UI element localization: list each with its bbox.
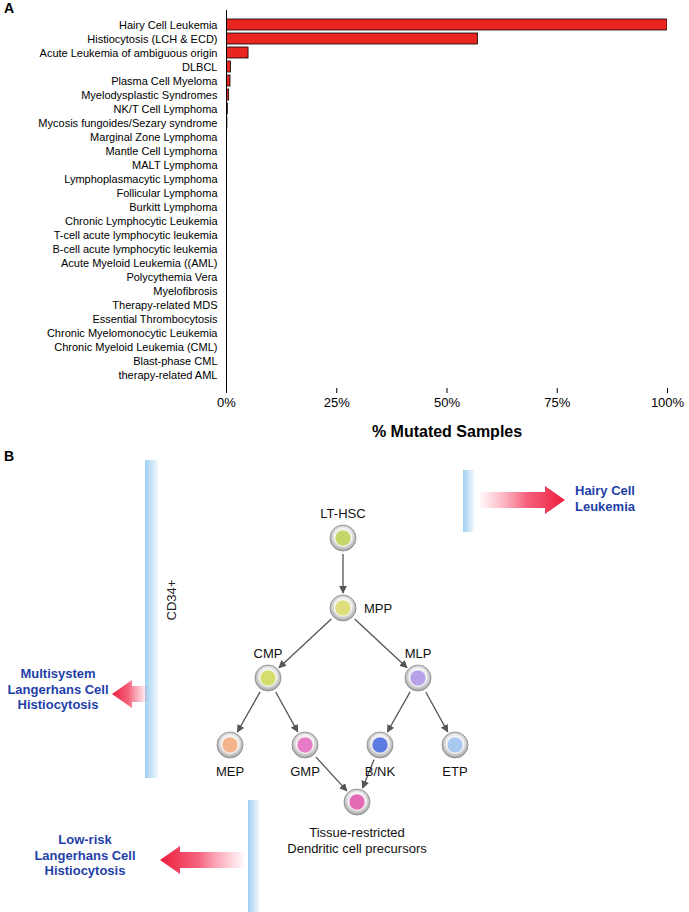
- svg-text:Mantle Cell Lymphoma: Mantle Cell Lymphoma: [105, 145, 218, 157]
- svg-text:MultisystemLangerhans CellHist: MultisystemLangerhans CellHistiocytosis: [7, 666, 108, 712]
- svg-text:MLP: MLP: [405, 646, 432, 661]
- svg-text:75%: 75%: [544, 395, 570, 410]
- svg-text:MPP: MPP: [364, 601, 392, 616]
- svg-text:Chronic Lymphocytic Leukemia: Chronic Lymphocytic Leukemia: [65, 215, 218, 227]
- svg-text:therapy-related AML: therapy-related AML: [118, 369, 217, 381]
- svg-text:T-cell acute lymphocytic leuke: T-cell acute lymphocytic leukemia: [54, 229, 219, 241]
- svg-text:Histiocytosis (LCH & ECD): Histiocytosis (LCH & ECD): [87, 33, 217, 45]
- svg-text:ETP: ETP: [442, 764, 467, 779]
- svg-text:25%: 25%: [324, 395, 350, 410]
- svg-text:NK/T Cell Lymphoma: NK/T Cell Lymphoma: [114, 103, 219, 115]
- svg-text:B/NK: B/NK: [365, 764, 396, 779]
- svg-text:Lymphoplasmacytic Lymphoma: Lymphoplasmacytic Lymphoma: [64, 173, 218, 185]
- svg-text:CD34+: CD34+: [164, 580, 179, 621]
- svg-text:% Mutated Samples: % Mutated Samples: [372, 423, 522, 440]
- svg-text:LT-HSC: LT-HSC: [320, 506, 365, 521]
- svg-text:Chronic Myelomonocytic Leukemi: Chronic Myelomonocytic Leukemia: [47, 327, 218, 339]
- svg-text:MEP: MEP: [216, 764, 244, 779]
- svg-text:Low-riskLangerhans CellHistioc: Low-riskLangerhans CellHistiocytosis: [34, 832, 135, 878]
- svg-text:Blast-phase CML: Blast-phase CML: [133, 355, 217, 367]
- html-text:B: B: [4, 448, 15, 464]
- svg-text:CMP: CMP: [254, 646, 283, 661]
- svg-text:100%: 100%: [651, 395, 685, 410]
- svg-text:DLBCL: DLBCL: [182, 61, 217, 73]
- svg-text:Burkitt Lymphoma: Burkitt Lymphoma: [129, 201, 218, 213]
- svg-text:Essential Thrombocytosis: Essential Thrombocytosis: [92, 313, 218, 325]
- html-text:A: A: [4, 0, 15, 16]
- svg-text:Marginal Zone Lymphoma: Marginal Zone Lymphoma: [90, 131, 218, 143]
- svg-text:Myelofibrosis: Myelofibrosis: [153, 285, 218, 297]
- svg-text:Follicular Lymphoma: Follicular Lymphoma: [116, 187, 218, 199]
- svg-text:Hairy CellLeukemia: Hairy CellLeukemia: [575, 483, 636, 514]
- svg-text:Therapy-related MDS: Therapy-related MDS: [112, 299, 217, 311]
- svg-text:Myelodysplastic Syndromes: Myelodysplastic Syndromes: [81, 89, 218, 101]
- svg-text:GMP: GMP: [290, 764, 320, 779]
- svg-text:Chronic Myeloid Leukemia (CML): Chronic Myeloid Leukemia (CML): [54, 341, 217, 353]
- svg-text:50%: 50%: [434, 395, 460, 410]
- svg-text:Plasma Cell Myeloma: Plasma Cell Myeloma: [111, 75, 218, 87]
- svg-text:Hairy Cell Leukemia: Hairy Cell Leukemia: [119, 19, 218, 31]
- svg-text:B-cell acute lymphocytic leuke: B-cell acute lymphocytic leukemia: [52, 243, 218, 255]
- svg-text:Acute Leukemia of ambiguous or: Acute Leukemia of ambiguous origin: [40, 47, 218, 59]
- svg-text:Mycosis fungoides/Sezary syndr: Mycosis fungoides/Sezary syndrome: [38, 117, 217, 129]
- svg-text:Acute Myeloid Leukemia ((AML): Acute Myeloid Leukemia ((AML): [61, 257, 218, 269]
- svg-text:0%: 0%: [217, 395, 236, 410]
- svg-text:Polycythemia Vera: Polycythemia Vera: [126, 271, 218, 283]
- svg-text:MALT Lymphoma: MALT Lymphoma: [132, 159, 218, 171]
- svg-text:Tissue-restrictedDendritic cel: Tissue-restrictedDendritic cell precurso…: [287, 825, 427, 856]
